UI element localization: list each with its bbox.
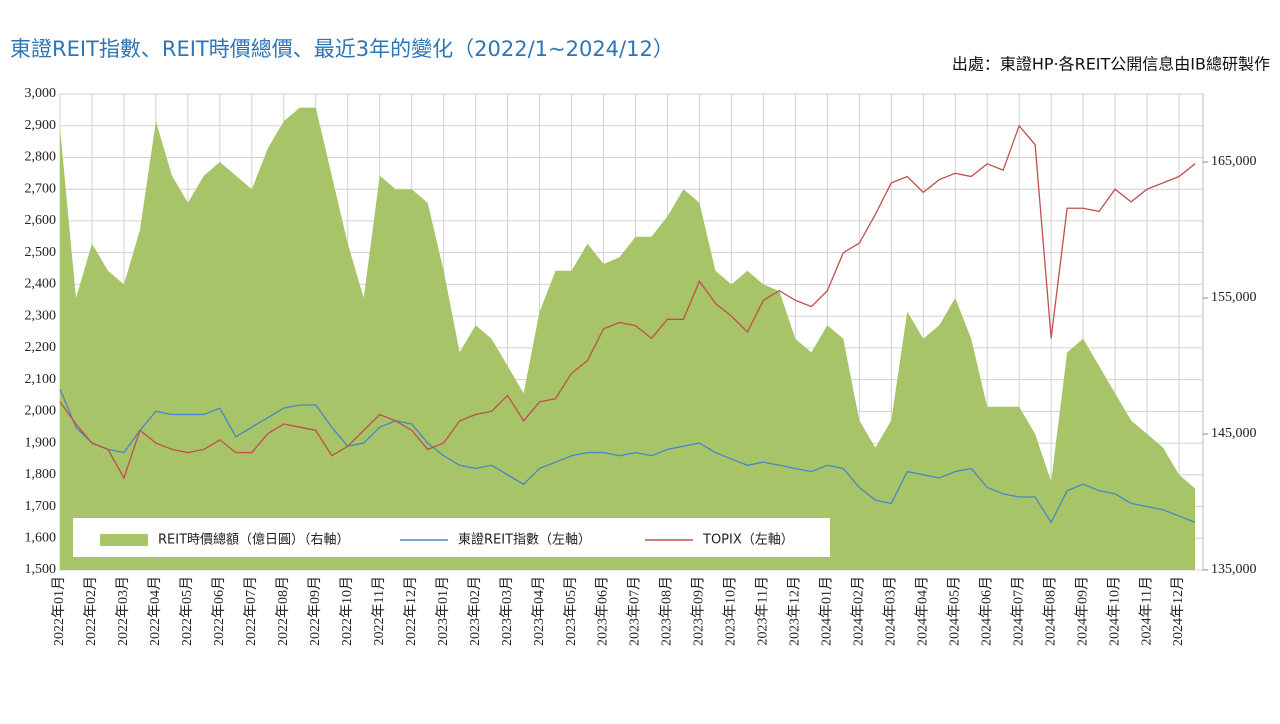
y-tick-label: 2,700: [25, 181, 57, 196]
x-tick-label: 2024年07月: [1010, 576, 1026, 646]
x-tick-label: 2022年04月: [147, 576, 163, 646]
y-tick-label: 2,900: [25, 118, 57, 133]
y-tick-label: 1,700: [25, 499, 57, 514]
legend-box: [73, 518, 830, 557]
x-tick-label: 2023年03月: [499, 576, 515, 646]
x-tick-label: 2024年11月: [1138, 576, 1154, 645]
x-tick-label: 2022年03月: [115, 576, 131, 646]
legend-swatch: [100, 534, 148, 546]
x-tick-label: 2022年09月: [307, 576, 323, 646]
line: [59, 124, 1196, 480]
legend-label: TOPIX（左軸）: [702, 533, 794, 548]
area: [60, 107, 1196, 570]
x-tick-label: 2023年06月: [595, 576, 611, 646]
y-tick-label: 2,800: [25, 150, 57, 165]
y-tick-label: 2,500: [25, 245, 57, 260]
x-tick-label: 2023年05月: [563, 576, 579, 646]
x-tick-label: 2023年02月: [467, 576, 483, 646]
x-tick-label: 2024年12月: [1170, 576, 1186, 646]
y2-tick-label: 145,000: [1211, 426, 1257, 441]
y2-tick-label: 165,000: [1211, 154, 1257, 169]
x-tick-label: 2024年09月: [1074, 576, 1090, 646]
y2-tick-label: 155,000: [1211, 290, 1257, 305]
x-tick-label: 2022年11月: [371, 576, 387, 645]
x-tick-label: 2022年02月: [83, 576, 99, 646]
x-tick-label: 2024年01月: [819, 576, 835, 646]
y-tick-label: 2,400: [25, 277, 57, 292]
x-tick-label: 2022年01月: [51, 576, 67, 646]
x-tick-label: 2024年06月: [978, 576, 994, 646]
x-tick-label: 2022年06月: [211, 576, 227, 646]
y-tick-label: 2,600: [25, 213, 57, 228]
y-tick-label: 2,000: [25, 404, 57, 419]
x-tick-label: 2022年08月: [275, 576, 291, 646]
x-tick-label: 2024年05月: [946, 576, 962, 646]
y-tick-label: 1,600: [25, 530, 57, 545]
x-tick-label: 2023年12月: [787, 576, 803, 646]
x-tick-label: 2024年04月: [914, 576, 930, 646]
y-tick-label: 2,100: [25, 372, 57, 387]
x-tick-label: 2022年10月: [339, 576, 355, 646]
y-tick-label: 1,800: [25, 467, 57, 482]
y-tick-label: 2,200: [25, 340, 57, 355]
x-tick-label: 2023年07月: [627, 576, 643, 646]
x-tick-label: 2023年04月: [531, 576, 547, 646]
y2-tick-label: 135,000: [1211, 562, 1257, 577]
x-tick-label: 2022年05月: [179, 576, 195, 646]
x-tick-label: 2024年08月: [1042, 576, 1058, 646]
x-tick-label: 2024年10月: [1106, 576, 1122, 646]
chart-title: 東證REIT指數、REIT時價總價、最近3年的變化（2022/1~2024/12…: [10, 37, 674, 61]
y-tick-label: 1,900: [25, 435, 57, 450]
x-tick-label: 2023年01月: [435, 576, 451, 646]
x-tick-label: 2022年07月: [243, 576, 259, 646]
x-tick-label: 2024年03月: [882, 576, 898, 646]
x-tick-label: 2023年09月: [691, 576, 707, 646]
x-tick-label: 2023年08月: [659, 576, 675, 646]
legend-label: 東證REIT指數（左軸）: [458, 532, 591, 548]
y-tick-label: 2,300: [25, 308, 57, 323]
x-tick-label: 2023年10月: [723, 576, 739, 646]
x-tick-label: 2022年12月: [403, 576, 419, 646]
line: [59, 388, 1196, 524]
legend-label: REIT時價總額（億日圓）（右軸）: [158, 532, 350, 548]
x-tick-label: 2023年11月: [755, 576, 771, 645]
y-tick-label: 3,000: [25, 86, 57, 101]
y-tick-label: 1,500: [25, 562, 57, 577]
source-note: 出處：東證HP·各REIT公開信息由IB總研製作: [952, 55, 1270, 74]
x-tick-label: 2024年02月: [851, 576, 867, 646]
